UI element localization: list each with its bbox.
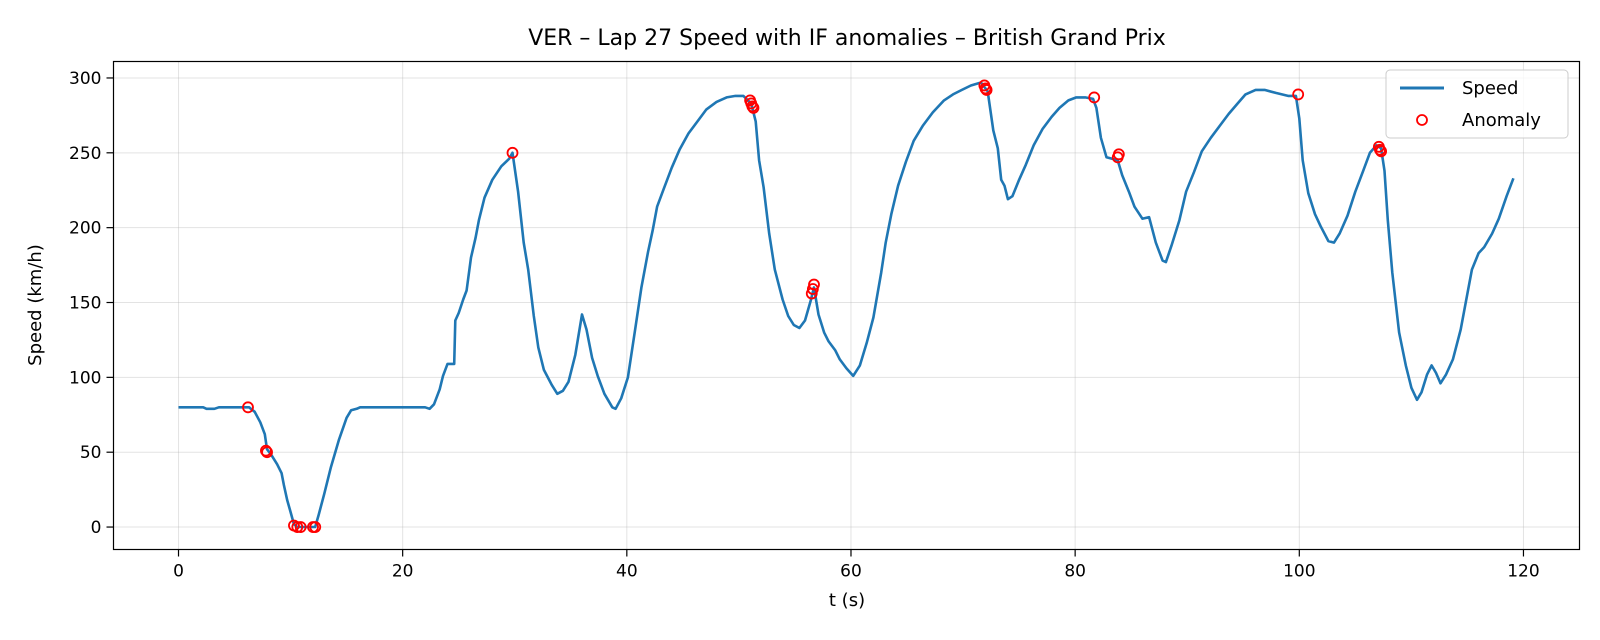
y-axis-label: Speed (km/h) [25, 244, 46, 366]
y-tick-label: 200 [69, 219, 101, 239]
x-tick-label: 60 [840, 562, 862, 582]
axis-ticks: 0 20 40 60 80 100 120 0 50 100 150 200 250 300 [69, 69, 1540, 582]
legend: Speed Anomaly [1385, 69, 1569, 139]
anomaly-point [294, 521, 307, 533]
x-axis-label: t (s) [829, 590, 865, 611]
x-tick-label: 80 [1064, 562, 1086, 582]
legend-anomaly-marker [1416, 114, 1428, 126]
anomaly-point [1375, 145, 1388, 158]
anomaly-point [309, 521, 322, 533]
x-tick-label: 0 [173, 562, 184, 582]
anomaly-point [506, 146, 519, 159]
anomaly-layer [242, 79, 1388, 533]
anomaly-point [806, 283, 819, 295]
y-tick-label: 150 [69, 294, 101, 314]
anomaly-point [291, 521, 304, 533]
x-tick-label: 120 [1507, 562, 1539, 582]
anomaly-point [1374, 143, 1386, 156]
anomaly-point [261, 446, 273, 459]
anomaly-point [1112, 148, 1125, 161]
anomaly-point [747, 102, 760, 114]
chart-title: VER – Lap 27 Speed with IF anomalies – B… [528, 26, 1166, 51]
anomaly-point [808, 278, 820, 291]
anomaly-point [746, 100, 759, 113]
y-tick-label: 0 [91, 518, 102, 538]
anomaly-point [979, 82, 992, 95]
y-tick-label: 100 [69, 368, 101, 388]
anomaly-point [1292, 88, 1305, 101]
x-tick-label: 40 [616, 562, 638, 582]
x-tick-label: 100 [1283, 562, 1315, 582]
grid [113, 61, 1580, 550]
y-tick-label: 250 [69, 144, 101, 164]
y-tick-label: 300 [69, 69, 101, 89]
x-tick-label: 20 [392, 562, 414, 582]
y-tick-label: 50 [80, 443, 102, 463]
anomaly-point [242, 401, 254, 414]
legend-speed-label: Speed [1462, 78, 1518, 99]
plot-frame [112, 60, 1581, 551]
anomaly-point [260, 444, 272, 457]
series-layer [178, 81, 1515, 529]
anomaly-point [980, 84, 993, 96]
anomaly-point [1088, 91, 1101, 104]
legend-anomaly-label: Anomaly [1462, 110, 1541, 131]
speed-line [178, 81, 1515, 529]
